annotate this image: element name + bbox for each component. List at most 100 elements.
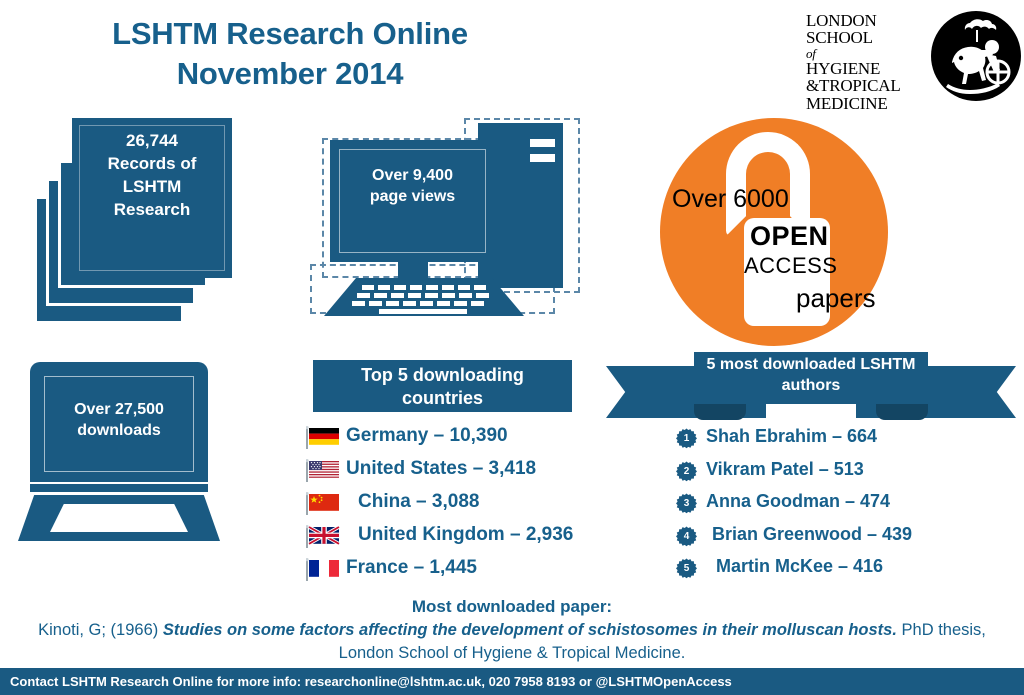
top-countries-heading: Top 5 downloading countries <box>313 360 572 412</box>
top-authors-heading-line-1: 5 most downloaded LSHTM <box>706 356 916 373</box>
downloads-line-1: Over 27,500 <box>74 401 164 418</box>
author-label: Brian Greenwood – 439 <box>712 523 913 544</box>
list-item: 3 Anna Goodman – 474 <box>676 489 1016 522</box>
downloads-label: Over 27,500 downloads <box>30 400 208 442</box>
pageviews-line-2: page views <box>369 187 456 205</box>
page-title: LSHTM Research Online November 2014 <box>60 14 520 93</box>
open-access-line-2: OPEN <box>750 221 829 251</box>
logo-line-school: SCHOOL of <box>806 29 924 60</box>
citation-author-year: Kinoti, G; (1966) <box>38 621 163 640</box>
flag-china-icon <box>306 492 339 515</box>
padlock-shackle <box>726 132 810 236</box>
rank-badge-icon: 4 <box>676 526 697 547</box>
laptop-keyboard-area <box>50 504 188 532</box>
top-authors-list: 1 Shah Ebrahim – 664 2 Vikram Patel – 51… <box>676 424 1016 587</box>
top-countries-list: Germany – 10,390 <box>300 422 600 587</box>
laptop-graphic: Over 27,500 downloads <box>18 362 233 552</box>
list-item: Germany – 10,390 <box>300 422 600 455</box>
list-item: 4 Brian Greenwood – 439 <box>676 522 1016 555</box>
most-downloaded-paper-citation: Kinoti, G; (1966) Studies on some factor… <box>0 617 1024 665</box>
records-line-3: LSHTM <box>122 176 182 196</box>
rank-number: 1 <box>683 433 690 444</box>
records-line-4: Research <box>113 199 191 219</box>
open-access-line-4: papers <box>796 283 876 313</box>
top-authors-panel: 5 most downloaded LSHTM authors 1 Shah E… <box>606 352 1016 587</box>
rank-number: 4 <box>683 530 690 542</box>
logo-of-text: of <box>806 45 816 61</box>
page-title-line-2: November 2014 <box>176 55 404 91</box>
logo-line-london: LONDON <box>806 11 877 30</box>
records-sheet-inner-border <box>79 125 225 271</box>
flag-united-states-icon <box>306 459 339 482</box>
lshtm-crest-icon <box>931 11 1021 101</box>
list-item: United States – 3,418 <box>300 455 600 488</box>
open-access-line-1: Over 6000 <box>672 185 789 213</box>
top-countries-panel: Top 5 downloading countries Germany – 10… <box>300 358 600 583</box>
open-padlock-icon <box>718 132 834 332</box>
country-label: United States – 3,418 <box>346 458 537 479</box>
pageviews-line-1: Over 9,400 <box>372 167 453 184</box>
list-item: France – 1,445 <box>300 554 600 587</box>
tower-drive-slot-1 <box>530 139 555 147</box>
top-countries-heading-line-2: countries <box>401 388 484 409</box>
citation-tail: PhD thesis, <box>896 621 986 640</box>
desktop-computer-graphic: Over 9,400 page views <box>310 118 590 318</box>
top-authors-heading-line-2: authors <box>781 376 841 394</box>
top-countries-heading-line-1: Top 5 downloading <box>361 365 524 385</box>
monitor-icon <box>330 140 495 262</box>
flag-france-icon <box>306 558 339 581</box>
citation-title: Studies on some factors affecting the de… <box>162 621 897 640</box>
records-label: 26,744 Records of LSHTM Research <box>72 130 232 222</box>
page-title-line-1: LSHTM Research Online <box>112 16 468 51</box>
top-authors-heading: 5 most downloaded LSHTM authors <box>694 352 928 404</box>
logo-school-text: SCHOOL <box>806 28 873 48</box>
country-label: France – 1,445 <box>346 557 477 578</box>
monitor-screen-border <box>339 149 486 253</box>
logo-line-hygiene: HYGIENE <box>806 58 881 78</box>
lshtm-logo-wordmark: LONDON SCHOOL of HYGIENE &TROPICAL MEDICI… <box>806 12 924 112</box>
list-item: 2 Vikram Patel – 513 <box>676 457 1016 490</box>
country-label: China – 3,088 <box>358 491 480 512</box>
downloads-line-2: downloads <box>77 421 161 439</box>
laptop-hinge <box>30 484 208 492</box>
pageviews-label: Over 9,400 page views <box>330 166 495 208</box>
list-item: 5 Martin McKee – 416 <box>676 554 1016 587</box>
citation-line-2: London School of Hygiene & Tropical Medi… <box>338 644 686 663</box>
rank-badge-icon: 2 <box>676 461 697 482</box>
padlock-body <box>744 218 830 326</box>
logo-line-medicine: MEDICINE <box>806 93 888 113</box>
tower-drive-slot-2 <box>530 154 555 162</box>
lshtm-logo: LONDON SCHOOL of HYGIENE &TROPICAL MEDICI… <box>806 8 1021 112</box>
country-label: United Kingdom – 2,936 <box>358 524 574 545</box>
author-label: Shah Ebrahim – 664 <box>706 426 878 446</box>
rank-number: 2 <box>683 465 690 477</box>
laptop-lid <box>30 362 208 482</box>
author-label: Anna Goodman – 474 <box>706 491 891 511</box>
rank-badge-icon: 3 <box>676 493 697 514</box>
list-item: United Kingdom – 2,936 <box>300 521 600 554</box>
list-item: 1 Shah Ebrahim – 664 <box>676 424 1016 457</box>
author-label: Martin McKee – 416 <box>716 556 884 576</box>
records-count: 26,744 <box>126 131 178 150</box>
author-label: Vikram Patel – 513 <box>706 458 864 479</box>
country-label: Germany – 10,390 <box>346 425 508 446</box>
keyboard-icon <box>324 278 524 316</box>
rank-number: 5 <box>683 563 690 574</box>
logo-line-tropical: &TROPICAL <box>806 76 901 96</box>
laptop-screen-border <box>44 376 194 472</box>
records-sheet-front <box>72 118 232 278</box>
rank-number: 3 <box>683 498 690 509</box>
list-item: China – 3,088 <box>300 488 600 521</box>
open-access-line-3: ACCESS <box>744 253 838 278</box>
flag-united-kingdom-icon <box>306 525 340 548</box>
rank-badge-icon: 5 <box>676 558 697 579</box>
records-stack-graphic: 26,744 Records of LSHTM Research <box>34 118 239 333</box>
most-downloaded-paper-heading: Most downloaded paper: <box>411 597 613 616</box>
contact-footer-bar: Contact LSHTM Research Online for more i… <box>0 668 1024 695</box>
rank-badge-icon: 1 <box>676 428 697 449</box>
most-downloaded-paper-section: Most downloaded paper: Kinoti, G; (1966)… <box>0 596 1024 665</box>
monitor-stand-icon <box>398 262 428 280</box>
records-line-2: Records of <box>107 153 197 173</box>
flag-germany-icon <box>306 426 339 449</box>
